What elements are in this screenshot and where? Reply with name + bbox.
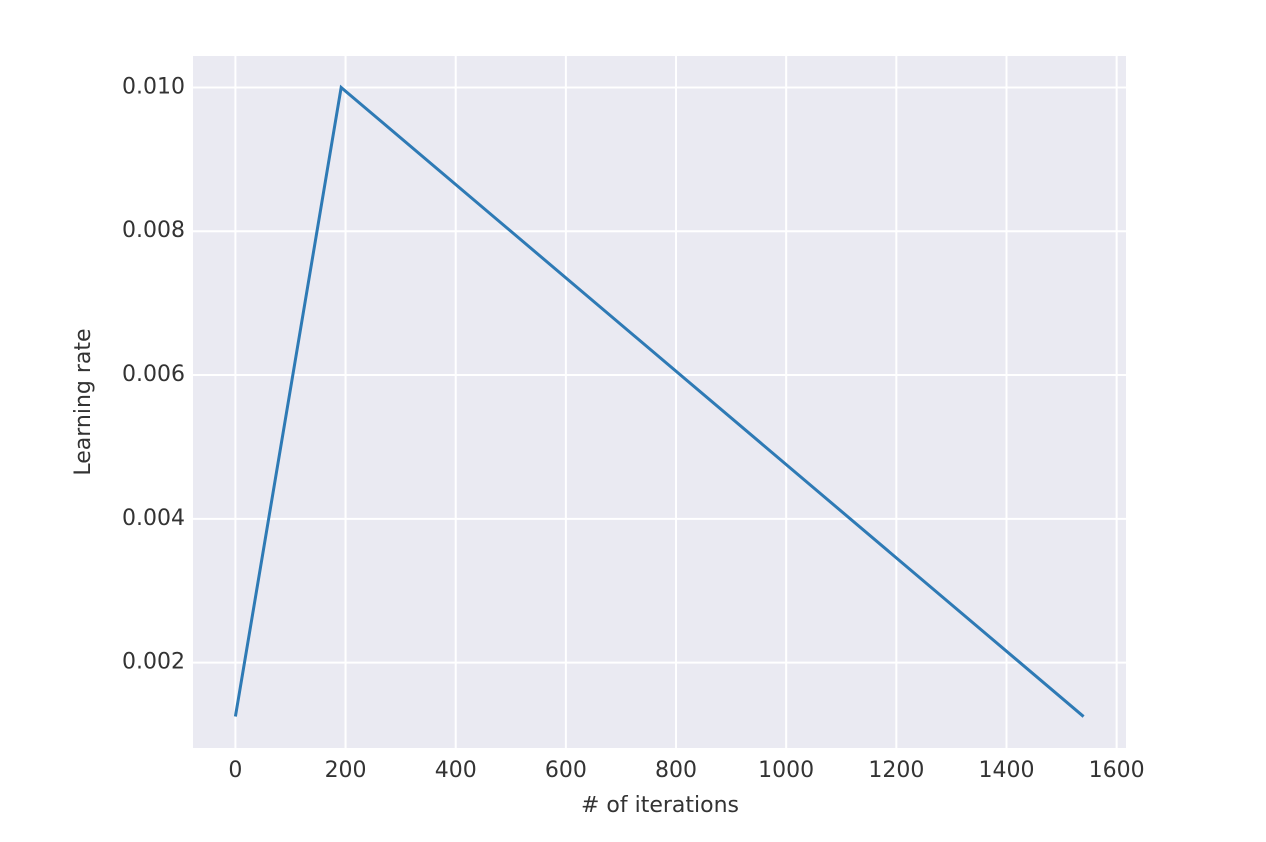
y-tick-label: 0.008 [122, 218, 185, 243]
line [233, 84, 1085, 718]
x-tick-label: 400 [435, 758, 477, 783]
y-tick-label: 0.004 [122, 506, 185, 531]
x-tick-label: 1600 [1089, 758, 1145, 783]
x-tick-label: 1400 [978, 758, 1034, 783]
x-tick-label: 600 [545, 758, 587, 783]
x-tick-label: 1200 [868, 758, 924, 783]
y-axis-label: Learning rate [71, 328, 96, 475]
x-tick-label: 1000 [758, 758, 814, 783]
plot-area [193, 56, 1126, 748]
y-tick-label: 0.006 [122, 362, 185, 387]
x-tick-label: 200 [325, 758, 367, 783]
x-axis-label: # of iterations [581, 793, 739, 818]
x-tick-label: 800 [655, 758, 697, 783]
x-tick-label: 0 [228, 758, 242, 783]
y-tick-label: 0.002 [122, 650, 185, 675]
y-tick-label: 0.010 [122, 74, 185, 99]
